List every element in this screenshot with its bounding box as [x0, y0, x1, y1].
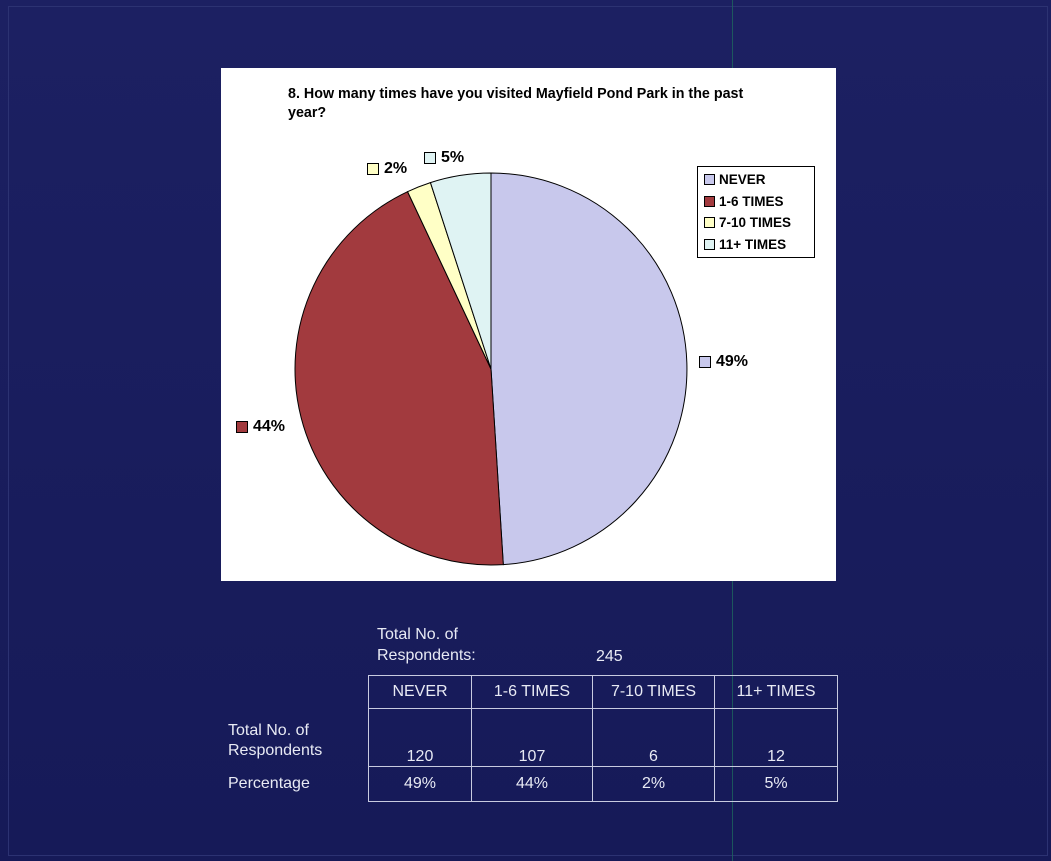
data-label-1-6-times: 44% — [236, 418, 285, 436]
data-label-swatch-11-plus-times — [424, 152, 436, 164]
legend-entry-7-10-times: 7-10 TIMES — [704, 212, 810, 234]
legend-swatch-1-6-times — [704, 195, 715, 207]
data-label-7-10-times: 2% — [367, 160, 407, 178]
data-label-text-never: 49% — [716, 353, 749, 370]
summary-cell-respondents-7-10-times: 6 — [592, 708, 715, 767]
data-label-text-1-6-times: 44% — [253, 418, 286, 435]
summary-col-never: NEVER — [368, 675, 472, 709]
summary-cell-percentage-11-plus-times: 5% — [714, 766, 838, 802]
chart-legend: NEVER 1-6 TIMES 7-10 TIMES 11+ TIMES — [697, 166, 815, 258]
summary-corner-cell — [228, 676, 369, 709]
chart-title: 8. How many times have you visited Mayfi… — [288, 86, 744, 121]
summary-cell-percentage-1-6-times: 44% — [471, 766, 593, 802]
legend-label-11-plus-times: 11+ TIMES — [719, 236, 787, 252]
data-label-swatch-7-10-times — [367, 163, 379, 175]
total-respondents-value: 245 — [596, 648, 623, 665]
summary-row-percentage: Percentage 49% 44% 2% 5% — [228, 766, 838, 802]
summary-cell-respondents-11-plus-times: 12 — [714, 708, 838, 767]
legend-entry-never: NEVER — [704, 169, 810, 191]
data-label-swatch-1-6-times — [236, 421, 248, 433]
summary-cell-respondents-1-6-times: 107 — [471, 708, 593, 767]
legend-swatch-never — [704, 174, 715, 186]
legend-entry-1-6-times: 1-6 TIMES — [704, 191, 810, 213]
data-label-text-11-plus-times: 5% — [441, 149, 465, 166]
legend-swatch-11-plus-times — [704, 238, 715, 250]
legend-swatch-7-10-times — [704, 217, 715, 229]
summary-rowhead-respondents: Total No. of Respondents — [228, 709, 369, 767]
summary-cell-percentage-7-10-times: 2% — [592, 766, 715, 802]
data-label-11-plus-times: 5% — [424, 149, 464, 167]
legend-label-1-6-times: 1-6 TIMES — [719, 193, 784, 209]
summary-cell-respondents-never: 120 — [368, 708, 472, 767]
total-respondents-label-text: Total No. of Respondents: — [377, 626, 476, 664]
summary-col-1-6-times: 1-6 TIMES — [471, 675, 593, 709]
data-label-never: 49% — [699, 353, 748, 371]
summary-cell-percentage-never: 49% — [368, 766, 472, 802]
summary-row-respondents: Total No. of Respondents 120 107 6 12 — [228, 708, 838, 767]
data-label-text-7-10-times: 2% — [384, 160, 408, 177]
data-label-swatch-never — [699, 356, 711, 368]
chart-panel: 8. How many times have you visited Mayfi… — [221, 68, 836, 581]
summary-col-11-plus-times: 11+ TIMES — [714, 675, 838, 709]
slide-border — [8, 6, 1048, 856]
pie-slice-11-plus-times — [429, 172, 492, 370]
total-respondents-label: Total No. of Respondents: — [377, 624, 507, 666]
summary-rowhead-percentage: Percentage — [228, 775, 310, 792]
legend-entry-11-plus-times: 11+ TIMES — [704, 234, 810, 256]
legend-label-7-10-times: 7-10 TIMES — [719, 215, 792, 231]
pie-chart — [294, 172, 688, 566]
summary-header-row: NEVER 1-6 TIMES 7-10 TIMES 11+ TIMES — [228, 675, 838, 709]
pie-slice-never — [490, 172, 688, 566]
summary-rowhead-respondents-text: Total No. of Respondents — [228, 721, 323, 759]
legend-label-never: NEVER — [719, 172, 766, 188]
summary-table: NEVER 1-6 TIMES 7-10 TIMES 11+ TIMES Tot… — [228, 675, 838, 802]
summary-col-7-10-times: 7-10 TIMES — [592, 675, 715, 709]
